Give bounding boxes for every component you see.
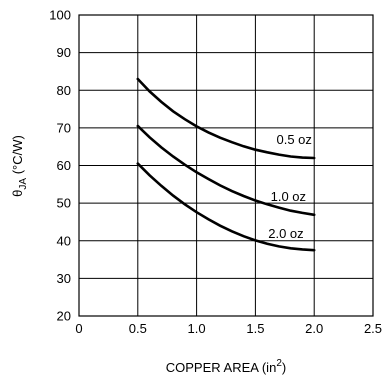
y-tick-label: 20: [57, 309, 71, 324]
x-tick-label: 1.5: [246, 321, 264, 336]
x-axis-label-text: COPPER AREA (in: [166, 360, 277, 375]
y-tick-label: 40: [57, 233, 71, 248]
series-labels: 0.5 oz 1.0 oz 2.0 oz: [268, 132, 312, 241]
y-tick-label: 30: [57, 271, 71, 286]
series-lines: [136, 77, 316, 252]
y-tick-label: 50: [57, 196, 71, 211]
y-tick-label: 80: [57, 83, 71, 98]
series-line-2: [136, 124, 316, 217]
x-tick-label: 2.0: [305, 321, 323, 336]
x-axis-label: COPPER AREA (in2): [166, 358, 286, 375]
x-tick-labels: 0 0.5 1.0 1.5 2.0 2.5: [75, 321, 382, 336]
series-line-3: [136, 162, 316, 252]
y-tick-label: 100: [49, 8, 71, 23]
y-axis-label-symbol: θ: [10, 190, 25, 197]
plot-frame: [78, 14, 374, 317]
y-axis-label: θJA (°C/W): [10, 135, 29, 197]
y-tick-labels: 20 30 40 50 60 70 80 90 100: [49, 8, 71, 324]
x-axis-label-suffix: ): [282, 360, 286, 375]
series-line-1: [136, 77, 316, 160]
series-label-2: 1.0 oz: [271, 189, 306, 204]
x-tick-label: 0.5: [129, 321, 147, 336]
x-tick-label: 2.5: [364, 321, 382, 336]
y-axis-label-subscript: JA: [18, 178, 29, 190]
y-tick-label: 90: [57, 45, 71, 60]
series-label-3: 2.0 oz: [268, 226, 303, 241]
y-axis-label-suffix: (°C/W): [10, 135, 25, 178]
grid: [78, 14, 374, 317]
y-tick-label: 60: [57, 158, 71, 173]
series-label-1: 0.5 oz: [276, 132, 311, 147]
x-tick-label: 1.0: [188, 321, 206, 336]
y-tick-label: 70: [57, 120, 71, 135]
x-tick-label: 0: [75, 321, 82, 336]
x-axis-label-superscript: 2: [276, 358, 282, 369]
